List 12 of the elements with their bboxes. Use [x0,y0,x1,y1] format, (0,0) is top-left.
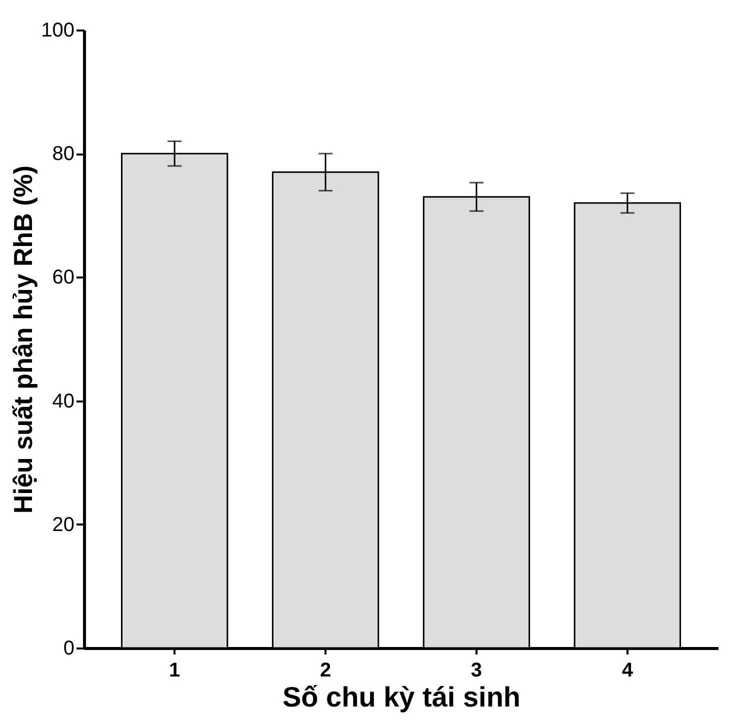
y-tick-label: 40 [52,390,74,412]
x-tick-label: 3 [470,660,482,682]
y-tick-label: 100 [41,20,74,42]
y-tick-label: 80 [52,143,74,166]
x-tick-label: 4 [622,660,634,682]
x-tick-label: 2 [320,660,332,682]
y-axis-title: Hiệu suất phân hủy RhB (%) [8,165,38,514]
y-tick-label: 60 [52,266,74,289]
y-tick-label: 0 [63,638,74,660]
y-tick-label: 20 [52,514,74,536]
x-tick-label: 1 [169,660,180,682]
x-axis-title: Số chu kỳ tái sinh [282,682,521,712]
